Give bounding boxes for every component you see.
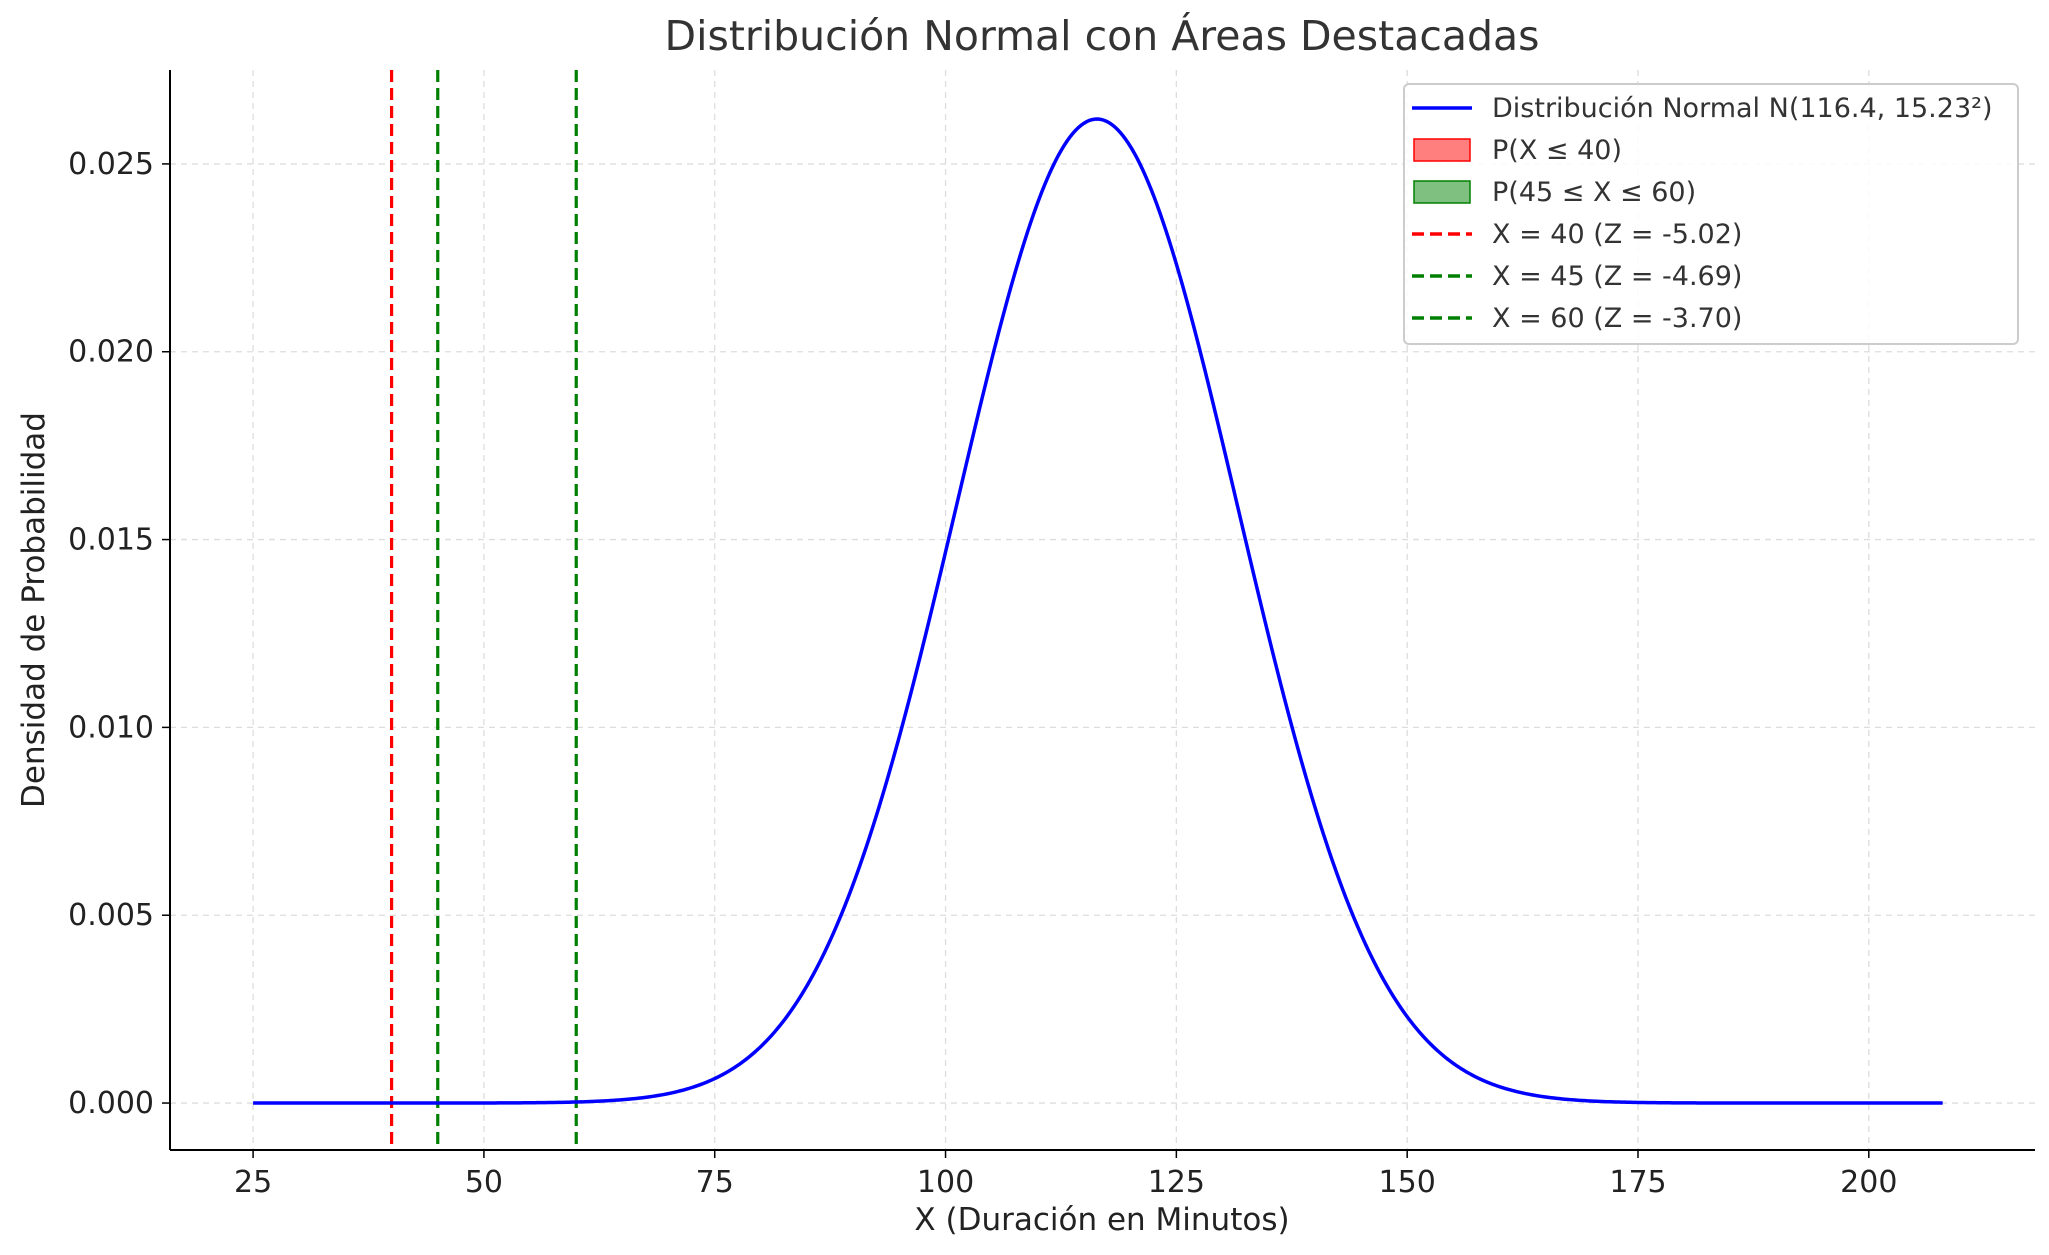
legend-label: X = 60 (Z = -3.70) (1492, 303, 1742, 334)
legend-label: P(X ≤ 40) (1492, 135, 1622, 166)
x-tick-label: 100 (917, 1165, 974, 1200)
y-tick-label: 0.005 (68, 898, 154, 933)
y-tick-label: 0.010 (68, 710, 154, 745)
legend-patch-swatch (1413, 138, 1471, 162)
x-tick-label: 125 (1148, 1165, 1205, 1200)
y-tick-label: 0.000 (68, 1086, 154, 1121)
legend-items: Distribución Normal N(116.4, 15.23²) P(X … (1412, 93, 1992, 334)
axes (169, 70, 2035, 1151)
x-tick-label: 200 (1840, 1165, 1897, 1200)
y-tick-label: 0.020 (68, 335, 154, 370)
x-tick-label: 25 (234, 1165, 272, 1200)
x-tick-label: 175 (1609, 1165, 1666, 1200)
legend-frame (1403, 83, 2019, 345)
x-tick-label: 50 (465, 1165, 503, 1200)
legend-label: Distribución Normal N(116.4, 15.23²) (1492, 93, 1992, 124)
y-axis-label: Densidad de Probabilidad (16, 412, 52, 808)
legend-label: X = 45 (Z = -4.69) (1492, 261, 1742, 292)
series-lines (253, 70, 1943, 1150)
y-tick-label: 0.025 (68, 147, 154, 182)
x-tick-label: 75 (696, 1165, 734, 1200)
x-axis-label: X (Duración en Minutos) (914, 1202, 1289, 1238)
y-tick-label: 0.015 (68, 523, 154, 558)
normal-density-curve (253, 117, 1943, 1105)
legend: Distribución Normal N(116.4, 15.23²) P(X … (1403, 83, 2019, 345)
ticks: 25 50 75 100 125 150 175 200 0.000 0.005 0.010 0.01… (68, 147, 1897, 1200)
legend-label: P(45 ≤ X ≤ 60) (1492, 177, 1696, 208)
legend-patch-swatch (1413, 180, 1471, 204)
chart-title: Distribución Normal con Áreas Destacadas (665, 12, 1540, 60)
x-tick-label: 150 (1379, 1165, 1436, 1200)
legend-label: X = 40 (Z = -5.02) (1492, 219, 1742, 250)
